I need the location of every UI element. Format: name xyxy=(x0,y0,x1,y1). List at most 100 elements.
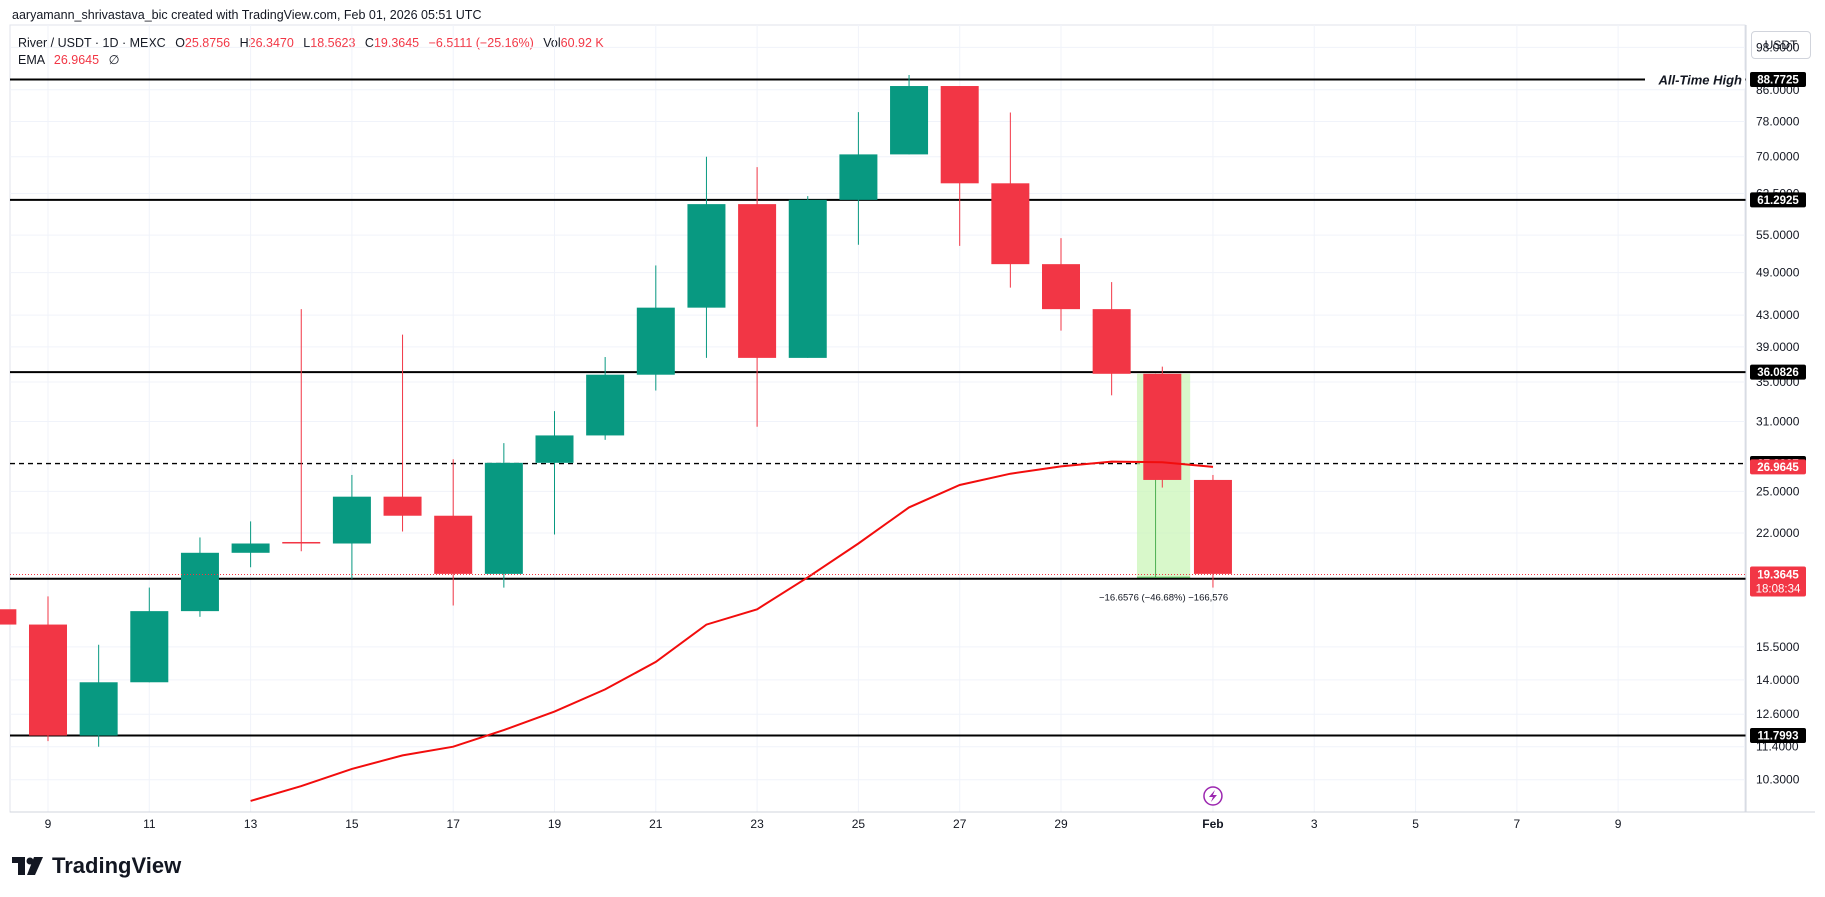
currency-button[interactable]: USDT xyxy=(1751,31,1811,59)
price-tags: 88.772561.292536.082627.238719.108411.79… xyxy=(10,71,1806,744)
candle xyxy=(332,474,371,579)
tradingview-brand: TradingView xyxy=(12,853,181,879)
candle xyxy=(535,411,574,535)
change-value: −6.5111 (−25.16%) xyxy=(428,36,534,50)
candle xyxy=(130,587,169,683)
time-tick-label: 13 xyxy=(244,817,258,831)
candle-body xyxy=(991,183,1030,265)
price-tick-label: 78.0000 xyxy=(1756,115,1800,129)
level-price-tag-bg xyxy=(1750,71,1806,87)
level-price-tag: 61.2925 xyxy=(1757,195,1799,207)
price-tick-label: 22.0000 xyxy=(1756,526,1800,540)
low-label: L xyxy=(303,36,311,50)
candle-body xyxy=(1193,479,1232,574)
candle xyxy=(1092,282,1131,396)
price-tick-label: 12.6000 xyxy=(1756,707,1800,721)
open-label: O xyxy=(175,36,185,50)
candle xyxy=(687,156,726,358)
level-price-tag: 11.7993 xyxy=(1758,731,1799,743)
ema-value: 26.9645 xyxy=(53,53,100,67)
level-price-tag-bg xyxy=(1750,192,1806,208)
candle xyxy=(79,644,118,747)
candle-body xyxy=(332,496,371,544)
candle xyxy=(586,357,625,440)
price-tick-label: 98.0000 xyxy=(1756,40,1800,54)
price-tick-label: 31.0000 xyxy=(1756,415,1800,429)
candle xyxy=(1143,366,1182,488)
candle-body xyxy=(738,204,777,358)
candle-body xyxy=(231,543,270,553)
ohlc-row: River / USDT · 1D · MEXC O25.8756 H26.34… xyxy=(18,35,604,52)
candle-body xyxy=(282,541,321,544)
price-tick-label: 70.0000 xyxy=(1756,150,1800,164)
symbol-name[interactable]: River / USDT · 1D · MEXC xyxy=(18,36,166,50)
chart-grid xyxy=(9,24,1746,813)
tradingview-logo-icon xyxy=(12,857,43,875)
candle-body xyxy=(383,496,422,516)
candle xyxy=(788,196,827,358)
price-tick-label: 11.4000 xyxy=(1756,740,1799,754)
level-price-tag-bg xyxy=(1750,364,1806,380)
ema-label[interactable]: EMA xyxy=(18,53,45,67)
candle-body xyxy=(1092,309,1131,374)
price-axis: 98.000086.000078.000070.000062.500055.00… xyxy=(1745,25,1800,812)
candle xyxy=(1193,474,1232,588)
price-tick-label: 55.0000 xyxy=(1756,228,1800,242)
measure-label: −16.6576 (−46.68%) −166,576 xyxy=(1099,592,1228,603)
ema-row: EMA 26.9645 ∅ xyxy=(18,52,604,69)
time-tick-label: 17 xyxy=(447,817,461,831)
candle xyxy=(29,596,67,742)
candle-body xyxy=(434,515,473,574)
time-tick-label: 9 xyxy=(45,817,52,831)
time-tick-label: 15 xyxy=(345,817,359,831)
candle xyxy=(282,309,321,552)
candle-body xyxy=(1042,264,1080,310)
all-time-high-label: All-Time High xyxy=(1657,72,1742,87)
candle xyxy=(839,112,878,245)
time-tick-label: 19 xyxy=(548,817,562,831)
candle xyxy=(434,459,473,606)
candle xyxy=(890,75,929,155)
candle-body xyxy=(940,86,979,184)
close-value: 19.3645 xyxy=(373,36,420,50)
ema-price-tag-bg xyxy=(1750,459,1806,475)
candle xyxy=(231,521,270,568)
last-price-tag: 19.3645 xyxy=(1757,569,1799,581)
candle-body xyxy=(29,624,67,736)
open-value: 25.8756 xyxy=(184,36,231,50)
price-tick-label: 10.3000 xyxy=(1756,773,1800,787)
time-tick-label: 3 xyxy=(1311,817,1318,831)
level-price-tag: 36.0826 xyxy=(1757,367,1799,379)
price-tick-label: 49.0000 xyxy=(1756,266,1800,280)
candle xyxy=(940,86,979,246)
candle xyxy=(180,537,219,617)
countdown-label: 18:08:34 xyxy=(1756,583,1801,595)
time-tick-label: 7 xyxy=(1514,817,1521,831)
last-price-tag-bg xyxy=(1750,566,1806,597)
level-price-tag-bg xyxy=(1750,728,1806,744)
candle-body xyxy=(484,462,523,574)
plot-border xyxy=(9,24,1746,813)
candle-body xyxy=(636,307,675,375)
candle xyxy=(991,112,1030,288)
time-tick-label: 25 xyxy=(852,817,866,831)
time-tick-label: 9 xyxy=(1615,817,1622,831)
candle xyxy=(1042,238,1080,331)
candle-body xyxy=(180,552,219,612)
candle-body xyxy=(687,204,726,308)
time-tick-label: 21 xyxy=(649,817,663,831)
time-tick-label: 11 xyxy=(143,817,156,831)
candle-body xyxy=(586,374,625,436)
low-value: 18.5623 xyxy=(310,36,356,50)
candle xyxy=(0,609,17,625)
time-tick-label: 29 xyxy=(1054,817,1068,831)
candle xyxy=(738,167,777,427)
volume-label: Vol xyxy=(543,36,561,50)
candle-body xyxy=(890,86,929,155)
price-tick-label: 39.0000 xyxy=(1756,340,1800,354)
candle xyxy=(383,334,422,532)
price-tick-label: 14.0000 xyxy=(1756,673,1800,687)
high-value: 26.3470 xyxy=(248,36,294,50)
level-annotation-bg xyxy=(1645,70,1745,89)
